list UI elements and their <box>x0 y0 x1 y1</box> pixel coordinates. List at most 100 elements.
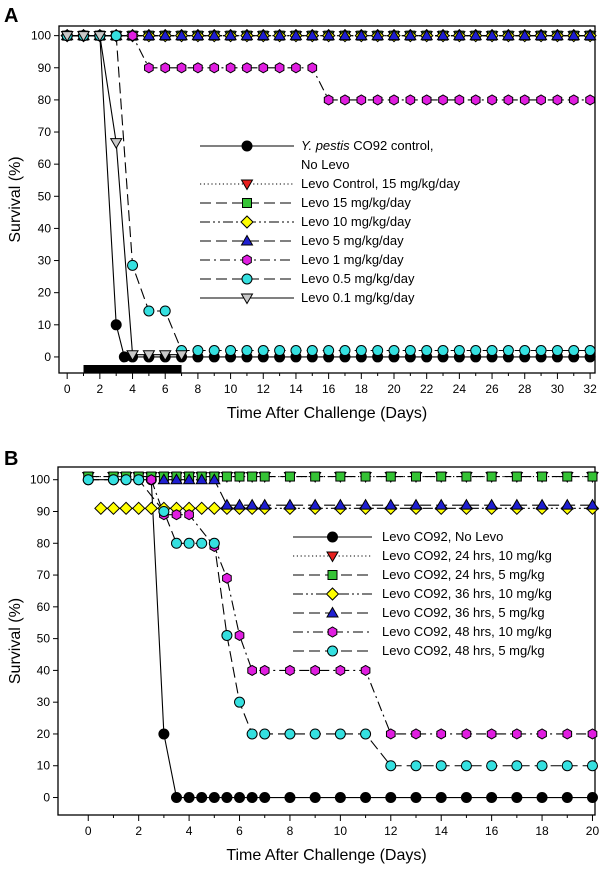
y-tick-label: 30 <box>38 254 52 268</box>
data-point-levo-0-1-mg-kg-day <box>93 31 107 43</box>
data-point-levo-1-mg-kg-day <box>242 62 252 74</box>
y-tick-label: 90 <box>38 61 52 75</box>
data-point-levo-5-mg-kg-day <box>338 29 352 41</box>
data-point-levo-0-1-mg-kg-day <box>77 31 90 43</box>
data-point-levo-co92-24-hrs-5-mg-kg <box>436 471 447 482</box>
legend-marker-levo-co92-48-hrs-10-mg-kg <box>327 626 338 638</box>
data-point-levo-co92-48-hrs-10-mg-kg <box>171 509 182 521</box>
series-line-levo-co92-36-hrs-5-mg-kg <box>163 479 593 506</box>
y-tick-label: 0 <box>44 350 51 364</box>
data-point-levo-1-mg-kg-day <box>356 94 367 106</box>
data-point-levo-co92-no-levo <box>196 792 208 804</box>
legend-marker-levo-co92-24-hrs-5-mg-kg <box>327 570 338 580</box>
data-point-levo-0-5-mg-kg-day <box>159 305 171 317</box>
data-point-levo-0-5-mg-kg-day <box>143 305 155 317</box>
data-point-levo-co92-48-hrs-10-mg-kg <box>222 572 232 584</box>
data-point-levo-0-5-mg-kg-day <box>241 345 253 357</box>
data-point-levo-co92-no-levo <box>170 792 182 804</box>
data-point-levo-0-5-mg-kg-day <box>290 345 302 357</box>
data-point-levo-1-mg-kg-day <box>307 62 318 74</box>
x-axis-label: Time After Challenge (Days) <box>227 405 427 422</box>
legend-label-levo-co92-24-hrs-10-mg-kg: Levo CO92, 24 hrs, 10 mg/kg <box>382 548 552 563</box>
data-point-levo-co92-24-hrs-5-mg-kg <box>587 471 598 482</box>
x-tick-label: 6 <box>162 382 169 396</box>
data-point-levo-0-5-mg-kg-day <box>404 345 416 357</box>
data-point-levo-1-mg-kg-day <box>470 94 481 106</box>
data-point-levo-0-5-mg-kg-day <box>274 345 286 357</box>
data-point-levo-5-mg-kg-day <box>583 29 597 41</box>
data-point-levo-1-mg-kg-day <box>291 62 301 74</box>
data-point-levo-co92-no-levo <box>460 792 472 804</box>
data-point-levo-co92-36-hrs-5-mg-kg <box>586 498 599 510</box>
data-point-levo-co92-48-hrs-5-mg-kg <box>234 696 246 708</box>
data-point-levo-1-mg-kg-day <box>585 94 595 106</box>
legend-label-rest: CO92 control, <box>350 138 434 153</box>
data-point-levo-co92-48-hrs-5-mg-kg <box>460 760 472 772</box>
data-point-levo-co92-36-hrs-10-mg-kg <box>207 501 222 516</box>
data-point-levo-1-mg-kg-day <box>176 62 187 74</box>
data-point-levo-5-mg-kg-day <box>567 29 581 41</box>
data-point-levo-0-1-mg-kg-day <box>109 138 123 150</box>
data-point-levo-1-mg-kg-day <box>487 94 497 106</box>
x-tick-label: 2 <box>135 824 142 838</box>
x-tick-label: 24 <box>453 382 467 396</box>
data-point-levo-co92-48-hrs-10-mg-kg <box>512 728 522 740</box>
data-point-levo-co92-48-hrs-5-mg-kg <box>133 474 145 486</box>
data-point-levo-co92-36-hrs-5-mg-kg <box>182 473 196 485</box>
data-point-levo-co92-no-levo <box>208 792 220 804</box>
legend-marker-levo-co92-24-hrs-10-mg-kg <box>326 551 339 563</box>
data-point-levo-co92-48-hrs-5-mg-kg <box>284 728 296 740</box>
data-point-levo-0-5-mg-kg-day <box>421 345 433 357</box>
data-point-levo-co92-48-hrs-10-mg-kg <box>461 728 472 740</box>
data-point-levo-1-mg-kg-day <box>340 94 350 106</box>
data-point-levo-5-mg-kg-day <box>240 29 254 41</box>
y-tick-label: 10 <box>37 759 51 773</box>
data-point-levo-co92-36-hrs-5-mg-kg <box>460 498 473 510</box>
legend-marker-levo-co92-no-levo <box>327 531 338 543</box>
legend-label-levo-0-5-mg-kg-day: Levo 0.5 mg/kg/day <box>301 271 415 286</box>
x-tick-label: 0 <box>64 382 71 396</box>
data-point-levo-co92-48-hrs-5-mg-kg <box>170 537 182 549</box>
legend-label-levo-10-mg-kg-day: Levo 10 mg/kg/day <box>301 214 411 229</box>
x-tick-label: 20 <box>387 382 401 396</box>
data-point-levo-co92-36-hrs-5-mg-kg <box>535 498 549 510</box>
data-point-levo-co92-48-hrs-5-mg-kg <box>334 728 346 740</box>
data-point-levo-co92-48-hrs-5-mg-kg <box>435 760 447 772</box>
data-point-levo-co92-48-hrs-10-mg-kg <box>247 664 257 676</box>
x-tick-label: 10 <box>224 382 238 396</box>
data-point-levo-5-mg-kg-day <box>207 29 221 41</box>
legend-marker-levo-co92-36-hrs-5-mg-kg <box>326 606 339 618</box>
x-tick-label: 20 <box>586 824 600 838</box>
data-point-levo-co92-24-hrs-5-mg-kg <box>360 471 371 482</box>
data-point-levo-co92-48-hrs-5-mg-kg <box>196 537 208 549</box>
legend-label-y-pestis-co92-control-no-levo: Y. pestis CO92 control, <box>301 138 434 153</box>
data-point-levo-co92-no-levo <box>221 792 233 804</box>
data-point-levo-5-mg-kg-day <box>420 29 434 41</box>
plot-frame <box>57 466 596 816</box>
data-point-y-pestis-co92-control-no-levo <box>110 319 122 331</box>
data-point-levo-co92-36-hrs-5-mg-kg <box>334 498 347 510</box>
data-point-levo-co92-48-hrs-10-mg-kg <box>259 664 270 676</box>
data-point-levo-5-mg-kg-day <box>175 29 188 41</box>
data-point-levo-0-5-mg-kg-day <box>568 345 580 357</box>
y-tick-label: 100 <box>31 29 51 43</box>
series-line-y-pestis-co92-control-no-levo <box>67 35 591 358</box>
data-point-levo-5-mg-kg-day <box>453 29 466 41</box>
legend-label-levo-co92-48-hrs-10-mg-kg: Levo CO92, 48 hrs, 10 mg/kg <box>382 624 552 639</box>
x-tick-label: 0 <box>85 824 92 838</box>
data-point-levo-co92-36-hrs-5-mg-kg <box>157 473 171 485</box>
legend-marker-levo-co92-36-hrs-10-mg-kg <box>325 587 340 601</box>
data-point-levo-co92-24-hrs-5-mg-kg <box>284 471 295 482</box>
legend-label-levo-co92-48-hrs-5-mg-kg: Levo CO92, 48 hrs, 5 mg/kg <box>382 643 545 658</box>
data-point-levo-co92-no-levo <box>259 792 271 804</box>
data-point-levo-1-mg-kg-day <box>438 94 448 106</box>
legend-label-levo-15-mg-kg-day: Levo 15 mg/kg/day <box>301 195 411 210</box>
data-point-levo-co92-48-hrs-5-mg-kg <box>309 728 321 740</box>
data-point-levo-co92-no-levo <box>309 792 321 804</box>
data-point-levo-1-mg-kg-day <box>421 94 432 106</box>
data-point-levo-5-mg-kg-day <box>305 29 319 41</box>
data-point-levo-co92-no-levo <box>410 792 422 804</box>
data-point-levo-co92-24-hrs-5-mg-kg <box>385 471 396 482</box>
data-point-levo-co92-36-hrs-5-mg-kg <box>359 498 372 510</box>
data-point-levo-co92-48-hrs-10-mg-kg <box>360 664 371 676</box>
